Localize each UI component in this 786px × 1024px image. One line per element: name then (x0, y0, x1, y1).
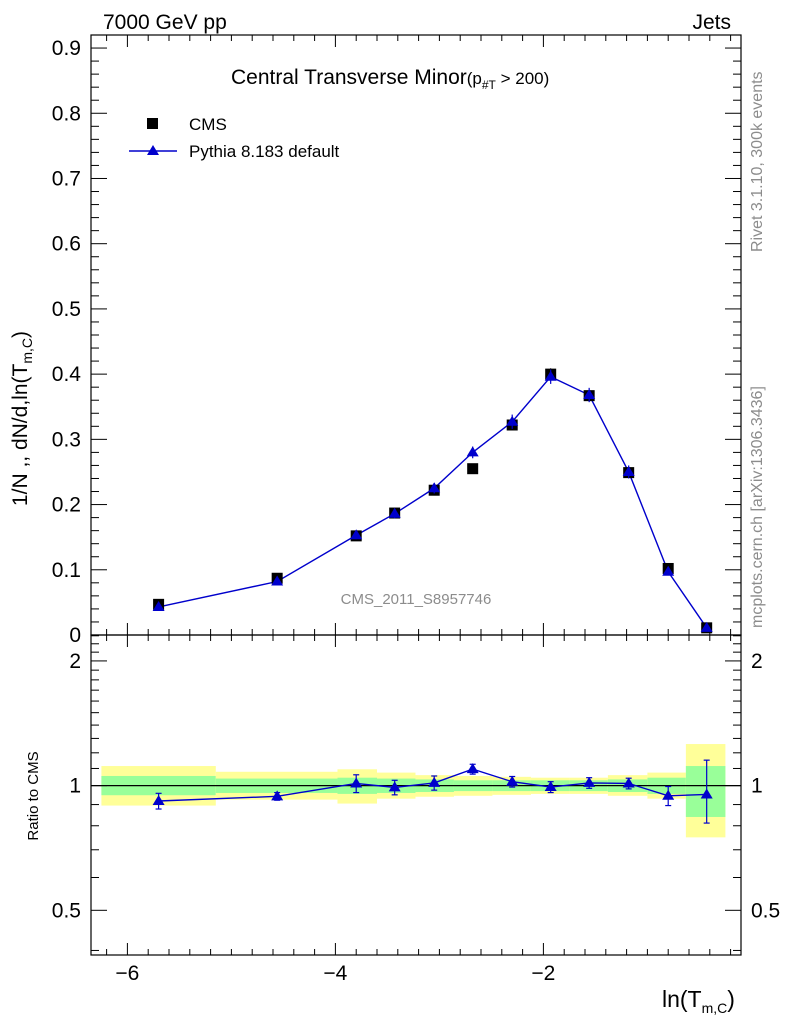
pythia-point (506, 415, 519, 426)
pythia-point (428, 482, 441, 493)
pythia-point (544, 370, 557, 381)
y-tick-label: 0.7 (52, 167, 81, 190)
ratio-pythia-point (700, 788, 713, 799)
y-axis-label-close: ) (9, 331, 32, 338)
ratio-pythia-line (158, 768, 707, 802)
x-axis-label: ln(Tm,C) (662, 986, 735, 1016)
pythia-point (271, 575, 284, 586)
legend-cms-label: CMS (189, 115, 227, 134)
x-tick-label: −4 (323, 962, 347, 985)
analysis-watermark: CMS_2011_S8957746 (341, 591, 492, 608)
y-tick-label: 0.2 (52, 494, 81, 517)
ratio-bands (91, 744, 741, 838)
pythia-point (388, 507, 401, 518)
legend-pythia-label: Pythia 8.183 default (189, 142, 340, 161)
ratio-pythia-point (152, 795, 165, 806)
y-axis-label-sub: m,C (19, 338, 35, 364)
pythia-point (662, 565, 675, 576)
panel-frames (90, 34, 742, 956)
mcplots-label-text: mcplots.cern.ch [arXiv:1306.3436] (749, 386, 766, 628)
rivet-label-text: Rivet 3.1.10, 300k events (749, 71, 766, 252)
x-tick-label: −2 (531, 962, 555, 985)
ratio-pythia-point (428, 776, 441, 787)
x-axis-label-main: ln(T (662, 986, 702, 1012)
y-tick-label: 0.6 (52, 233, 81, 256)
y-tick-label: 0.1 (52, 559, 81, 582)
x-tick-label: −6 (115, 962, 139, 985)
pythia-point (622, 465, 635, 476)
ratio-y-tick-label-right: 0.5 (751, 899, 780, 922)
ratio-pythia-point (662, 789, 675, 800)
plot-title-cut-close: > 200) (496, 69, 549, 88)
ratio-pythia-point (544, 781, 557, 792)
main-series (152, 368, 713, 634)
ratio-y-tick-label-left: 0.5 (52, 899, 81, 922)
legend-cms-marker (147, 118, 158, 129)
pythia-point (583, 389, 596, 399)
plot-title-cut-open: (p (467, 69, 482, 88)
ratio-y-tick-label-right: 1 (751, 775, 763, 798)
mcplots-label: mcplots.cern.ch [arXiv:1306.3436] (749, 386, 766, 628)
axis-ticks: −6 −4 −2 0 0.1 0.2 0.3 0.4 0.5 0.6 0.7 0.8 0.9 0.5 0.5… (52, 34, 780, 985)
ratio-series (152, 759, 713, 824)
y-tick-label: 0.9 (52, 37, 81, 60)
pythia-line (158, 375, 708, 629)
ratio-y-tick-label-left: 1 (69, 775, 81, 798)
y-tick-label: 0.4 (52, 363, 82, 386)
legend-pythia-marker (147, 145, 159, 155)
ratio-y-tick-label-left: 2 (69, 650, 81, 673)
ratio-panel-frame (90, 634, 742, 956)
y-tick-label: 0.5 (52, 298, 81, 321)
x-axis-label-close: ) (727, 986, 735, 1012)
cms-point (467, 463, 479, 475)
y-tick-label: 0 (69, 624, 81, 647)
plot-title-cut-sub: #T (482, 78, 497, 92)
ratio-y-axis-label-text: Ratio to CMS (25, 751, 42, 840)
ratio-pythia-point (350, 777, 363, 788)
pythia-point (466, 446, 479, 457)
pythia-point (350, 529, 363, 540)
ratio-pythia-point (506, 775, 519, 786)
header-left: 7000 GeV pp (103, 11, 227, 34)
pythia-point (152, 600, 165, 611)
ratio-pythia-point (388, 781, 401, 792)
ratio-pythia-point (466, 763, 479, 774)
ratio-pythia-point (583, 776, 596, 787)
plot-title-main: Central Transverse Minor (231, 66, 467, 89)
ratio-pythia-point (271, 790, 284, 801)
plot-title: Central Transverse Minor(p#T > 200) (231, 66, 549, 92)
ratio-pythia-point (622, 777, 635, 788)
y-tick-label: 0.8 (52, 102, 81, 125)
ratio-y-axis-label: Ratio to CMS (25, 751, 42, 840)
svg-text:1/N ,, dN/d,ln(Tm,C): 1/N ,, dN/d,ln(Tm,C) (9, 331, 35, 506)
y-axis-label: 1/N ,, dN/d,ln(Tm,C) (9, 331, 35, 506)
legend: CMS Pythia 8.183 default (129, 115, 340, 161)
y-axis-label-main: 1/N ,, dN/d,ln(T (9, 364, 32, 507)
pythia-point (700, 621, 713, 632)
y-tick-label: 0.3 (52, 428, 81, 451)
ratio-y-tick-label-right: 2 (751, 650, 763, 673)
rivet-label: Rivet 3.1.10, 300k events (749, 71, 766, 252)
header-right: Jets (692, 11, 731, 34)
x-axis-label-sub: m,C (702, 1000, 728, 1016)
